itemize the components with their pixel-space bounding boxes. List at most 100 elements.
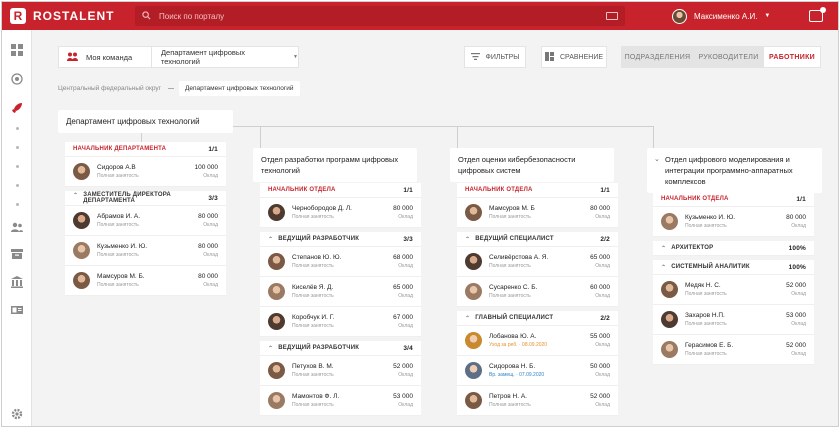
employee-row[interactable]: Степанов Ю. Ю. Полная занятость 68 000 Окла… xyxy=(260,247,421,277)
employee-row[interactable]: Мамсуров М. Б. Полная занятость 80 000 Окла… xyxy=(65,266,226,296)
id-card-icon[interactable] xyxy=(11,304,23,316)
employee-row[interactable]: Мамсуров М. Б Полная занятость 80 000 Оклад xyxy=(457,198,618,228)
employment-status: Полная занятость xyxy=(97,222,139,228)
position-count: 1/1 xyxy=(600,186,610,194)
employee-row[interactable]: Лобанова Ю. А. Уход за реб. · 08.09.2020 5… xyxy=(457,326,618,356)
department-select[interactable]: Департамент цифровых технологий xyxy=(160,48,246,66)
search-box[interactable] xyxy=(135,6,625,26)
team-label[interactable]: Моя команда xyxy=(86,52,133,62)
avatar xyxy=(661,311,678,328)
position-header[interactable]: НАЧАЛЬНИК ДЕПАРТАМЕНТА 1/1 xyxy=(65,142,226,157)
employee-name: Сусаренко С. Б. xyxy=(489,284,538,291)
employment-status: Полная занятость xyxy=(97,173,139,179)
compare-button[interactable]: СРАВНЕНИЕ xyxy=(541,46,607,68)
salary-caption: Оклад xyxy=(791,223,806,229)
employee-row[interactable]: Коробчук И. Г. Полная занятость 67 000 Окла… xyxy=(260,307,421,337)
position-header[interactable]: НАЧАЛЬНИК ОТДЕЛА 1/1 xyxy=(457,183,618,198)
salary-caption: Оклад xyxy=(398,293,413,299)
salary-caption: Оклад xyxy=(595,402,610,408)
chevron-up-icon: ⌃ xyxy=(661,245,667,252)
salary-caption: Оклад xyxy=(203,173,218,179)
breadcrumb-item[interactable]: Центральный федеральный округ xyxy=(58,85,162,92)
department-title[interactable]: Отдел оценки кибербезопасности цифровых … xyxy=(450,148,614,182)
employee-row[interactable]: Киселёв Я. Д. Полная занятость 65 000 Оклад xyxy=(260,277,421,307)
employee-info: Петров Н. А. Полная занятость xyxy=(489,393,590,408)
employee-row[interactable]: Мамонтов Ф. Л. Полная занятость 53 000 Окла… xyxy=(260,386,421,416)
search-input[interactable] xyxy=(159,11,606,21)
salary-value: 52 000 xyxy=(393,363,413,370)
salary-value: 80 000 xyxy=(786,214,806,221)
employee-name: Кузьменко И. Ю. xyxy=(97,243,148,250)
position-header[interactable]: ⌃ АРХИТЕКТОР 100% xyxy=(653,241,814,256)
employee-row[interactable]: Петров Н. А. Полная занятость 52 000 Оклад xyxy=(457,386,618,416)
position-header[interactable]: НАЧАЛЬНИК ОТДЕЛА 1/1 xyxy=(653,192,814,207)
target-icon[interactable] xyxy=(11,73,23,85)
avatar xyxy=(465,283,482,300)
employee-row[interactable]: Герасимов Е. Б. Полная занятость 52 000 Окл… xyxy=(653,335,814,365)
position-header[interactable]: ⌃ ГЛАВНЫЙ СПЕЦИАЛИСТ 2/2 xyxy=(457,311,618,326)
salary-caption: Оклад xyxy=(595,293,610,299)
employee-name: Киселёв Я. Д. xyxy=(292,284,334,291)
salary-block: 55 000 Оклад xyxy=(590,333,610,348)
tab-managers[interactable]: РУКОВОДИТЕЛИ xyxy=(693,47,764,67)
user-menu[interactable]: Максименко А.И. ▼ xyxy=(672,8,770,24)
position-header[interactable]: ⌃ СИСТЕМНЫЙ АНАЛИТИК 100% xyxy=(653,260,814,275)
root-department[interactable]: Департамент цифровых технологий xyxy=(58,110,233,133)
nav-dot[interactable] xyxy=(16,203,19,206)
employee-name: Мамонтов Ф. Л. xyxy=(292,393,340,400)
position-header[interactable]: ⌃ ВЕДУЩИЙ РАЗРАБОТЧИК 3/3 xyxy=(260,232,421,247)
nav-dot[interactable] xyxy=(16,165,19,168)
employee-name: Захаров Н.П. xyxy=(685,312,725,319)
position-header[interactable]: ⌃ ЗАМЕСТИТЕЛЬ ДИРЕКТОРА ДЕПАРТАМЕНТА 3/3 xyxy=(65,191,226,206)
salary-block: 68 000 Оклад xyxy=(393,254,413,269)
avatar xyxy=(465,204,482,221)
salary-block: 80 000 Оклад xyxy=(198,213,218,228)
salary-value: 60 000 xyxy=(590,284,610,291)
employee-row[interactable]: Захаров Н.П. Полная занятость 53 000 Оклад xyxy=(653,305,814,335)
nav-dot[interactable] xyxy=(16,127,19,130)
salary-value: 100 000 xyxy=(194,164,219,171)
position-count: 100% xyxy=(788,263,806,271)
department-title[interactable]: Отдел разработки программ цифровых техно… xyxy=(253,148,417,182)
employee-row[interactable]: Сусаренко С. Б. Полная занятость 60 000 Окл… xyxy=(457,277,618,307)
tab-departments[interactable]: ПОДРАЗДЕЛЕНИЯ xyxy=(622,47,693,67)
employee-row[interactable]: Кузьменко И. Ю. Полная занятость 80 000 Окл… xyxy=(653,207,814,237)
rocket-icon[interactable] xyxy=(11,102,23,114)
employee-row[interactable]: Кузьменко И. Ю. Полная занятость 80 000 Окл… xyxy=(65,236,226,266)
bank-icon[interactable] xyxy=(11,276,23,288)
salary-value: 80 000 xyxy=(198,273,218,280)
nav-dot[interactable] xyxy=(16,184,19,187)
position-header[interactable]: ⌃ ВЕДУЩИЙ СПЕЦИАЛИСТ 2/2 xyxy=(457,232,618,247)
position-title: НАЧАЛЬНИК ОТДЕЛА xyxy=(465,187,533,193)
tab-employees[interactable]: РАБОТНИКИ xyxy=(764,47,820,67)
employee-row[interactable]: Чернобородов Д. Л. Полная занятость 80 000… xyxy=(260,198,421,228)
users-icon[interactable] xyxy=(11,221,23,233)
nav-dot[interactable] xyxy=(16,146,19,149)
employee-row[interactable]: Петухов В. М. Полная занятость 52 000 Оклад xyxy=(260,356,421,386)
keyboard-icon[interactable] xyxy=(606,12,618,20)
avatar xyxy=(268,283,285,300)
filters-button[interactable]: ФИЛЬТРЫ xyxy=(464,46,526,68)
position-header[interactable]: НАЧАЛЬНИК ОТДЕЛА 1/1 xyxy=(260,183,421,198)
logo[interactable]: R ROSTALENT xyxy=(10,8,135,24)
gear-icon[interactable] xyxy=(11,408,23,420)
employee-name: Петухов В. М. xyxy=(292,363,334,370)
salary-value: 55 000 xyxy=(590,333,610,340)
employment-status: Полная занятость xyxy=(685,223,727,229)
chat-icon[interactable] xyxy=(809,7,827,22)
employee-row[interactable]: Сидоров А.В Полная занятость 100 000 Оклад xyxy=(65,157,226,187)
chevron-up-icon: ⌃ xyxy=(465,315,471,322)
employee-row[interactable]: Селивёрстова А. Я. Полная занятость 65 000… xyxy=(457,247,618,277)
employee-row[interactable]: Медяк Н. С. Полная занятость 52 000 Оклад xyxy=(653,275,814,305)
department-title[interactable]: ⌄ Отдел цифрового моделирования и интегр… xyxy=(647,148,822,193)
position-header[interactable]: ⌃ ВЕДУЩИЙ РАЗРАБОТЧИК 3/4 xyxy=(260,341,421,356)
employee-row[interactable]: Абрамов И. А. Полная занятость 80 000 Оклад xyxy=(65,206,226,236)
avatar xyxy=(465,253,482,270)
chevron-down-icon[interactable]: ▼ xyxy=(293,54,298,60)
archive-icon[interactable] xyxy=(11,248,23,260)
employee-row[interactable]: Сидорова Н. Б. Вр. замещ. · 07.09.2020 50 … xyxy=(457,356,618,386)
dashboard-icon[interactable] xyxy=(11,44,23,56)
chevron-up-icon: ⌃ xyxy=(661,264,667,271)
employment-status: Полная занятость xyxy=(685,351,727,357)
salary-caption: Оклад xyxy=(398,323,413,329)
